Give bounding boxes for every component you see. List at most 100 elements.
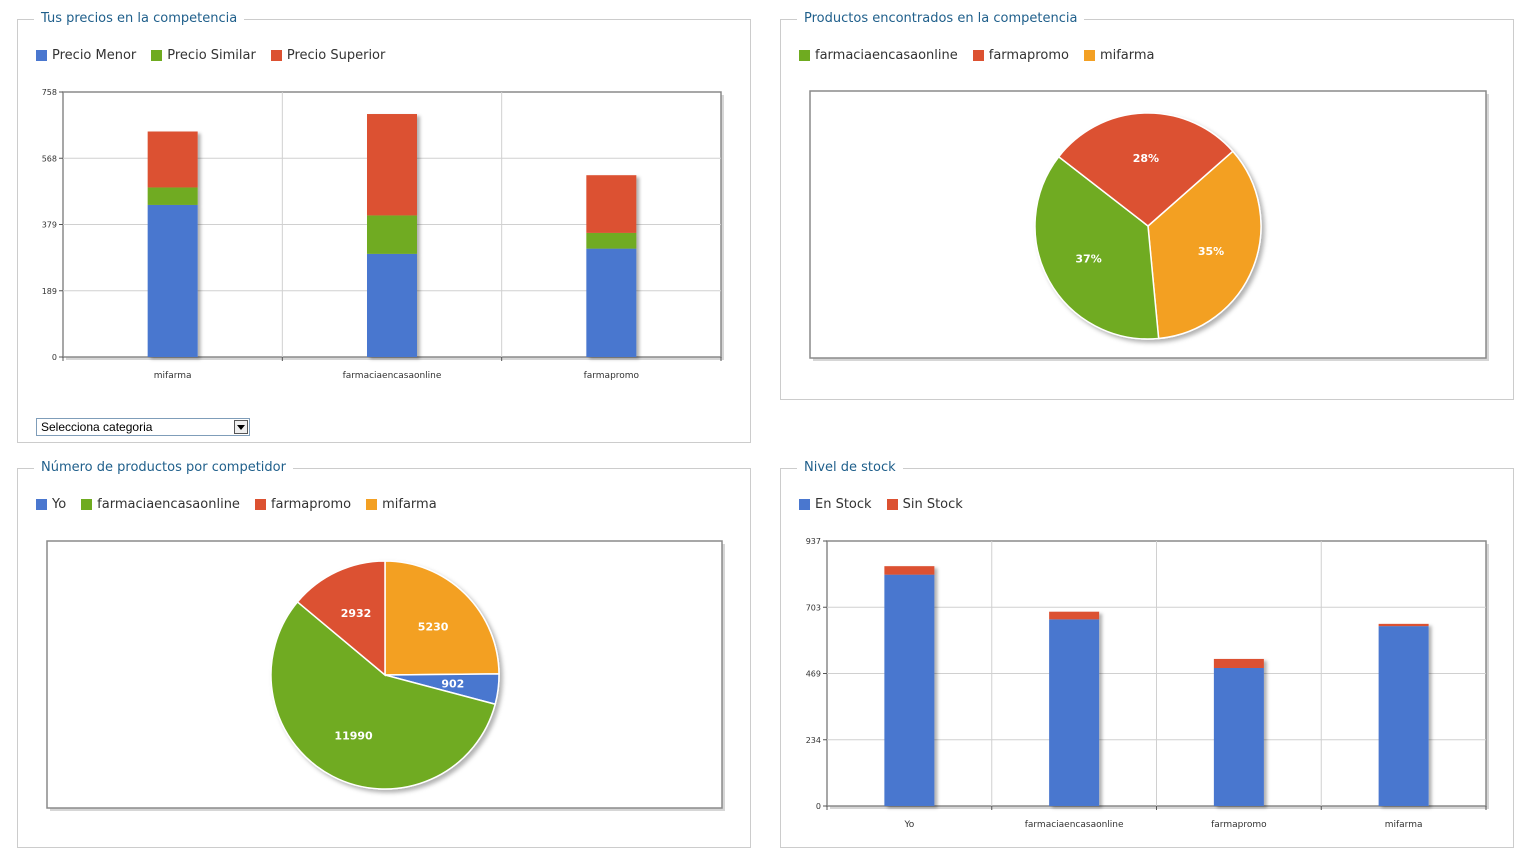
legend-swatch — [799, 499, 810, 510]
pie-slice-mifarma — [384, 560, 500, 676]
legend-item-yo: Yo — [36, 497, 66, 512]
legend-swatch — [81, 499, 93, 510]
legend-swatch — [366, 499, 378, 510]
y-tick-label: 758 — [42, 88, 57, 97]
chevron-down-icon[interactable] — [234, 420, 248, 434]
y-tick-label: 568 — [42, 154, 57, 163]
legend-item-precio-similar: Precio Similar — [151, 48, 256, 63]
legend-label: Precio Menor — [52, 48, 137, 63]
bar-precio-similar-mifarma — [147, 187, 198, 205]
category-select-value: Selecciona categoria — [41, 420, 153, 434]
bar-en-stock-farmaciaencasaonline — [1049, 619, 1100, 806]
x-tick-label: mifarma — [154, 371, 192, 381]
legend-label: mifarma — [382, 497, 437, 512]
legend-swatch — [254, 499, 266, 510]
pie-slice-label: 902 — [441, 678, 464, 691]
legend-item-farmaciaencasaonline: farmaciaencasaonline — [81, 497, 240, 512]
pie-slice-label: 5230 — [418, 620, 449, 633]
x-tick-label: farmapromo — [584, 371, 640, 381]
x-tick-label: farmaciaencasaonline — [343, 371, 442, 381]
y-tick-label: 379 — [42, 221, 57, 230]
legend-swatch — [151, 50, 163, 61]
legend-swatch — [799, 50, 810, 61]
bar-sin-stock-farmaciaencasaonline — [1049, 611, 1100, 620]
y-tick-label: 0 — [52, 353, 57, 362]
bar-precio-similar-farmaciaencasaonline — [367, 215, 417, 254]
legend-item-mifarma: mifarma — [1083, 48, 1155, 63]
pie-slice-label: 28% — [1133, 152, 1159, 165]
x-tick-label: Yo — [903, 820, 914, 830]
legend-swatch — [972, 50, 984, 61]
bar-sin-stock-mifarma — [1378, 623, 1429, 627]
x-tick-label: mifarma — [1385, 820, 1423, 830]
pie-slice-farmaciaencasaonline — [270, 600, 497, 790]
legend-label: Sin Stock — [902, 497, 963, 512]
bar-en-stock-farmapromo — [1213, 667, 1264, 806]
legend-item-en-stock: En Stock — [799, 497, 872, 512]
chart-stock: 0 234 469 703 937 Yo farmaciaencasaonline farma… — [806, 537, 1489, 830]
bar-precio-menor-mifarma — [147, 204, 198, 357]
pie — [270, 560, 500, 790]
y-tick-label: 469 — [806, 670, 821, 679]
legend-swatch — [36, 50, 47, 61]
panel-precios: Tus precios en la competencia Precio Men… — [17, 11, 751, 443]
pie — [1034, 112, 1262, 340]
legend-label: Yo — [52, 497, 67, 512]
legend-swatch — [270, 50, 282, 61]
chart-encontrados: 35% 37% 28% — [809, 90, 1489, 361]
y-tick-label: 234 — [806, 736, 821, 745]
bar-precio-superior-farmapromo — [586, 175, 637, 233]
legend-label: farmapromo — [988, 48, 1069, 63]
pie-slice-mifarma — [1147, 150, 1262, 340]
bar-stack-farmaciaencasaonline — [1049, 611, 1100, 806]
legend-label: En Stock — [815, 497, 872, 512]
bar-stack-yo — [884, 566, 935, 806]
legend-label: farmaciaencasaonline — [97, 497, 240, 512]
legend-item-farmapromo: farmapromo — [972, 48, 1069, 63]
bar-stack-mifarma — [147, 131, 198, 357]
category-select[interactable]: Selecciona categoria — [36, 418, 250, 436]
bar-stack-mifarma — [1378, 623, 1429, 806]
y-tick-label: 937 — [806, 537, 821, 546]
legend-label: Precio Similar — [167, 48, 256, 63]
legend-swatch — [1083, 50, 1095, 61]
x-tick-label: farmapromo — [1211, 820, 1267, 830]
bar-stack-farmapromo — [586, 175, 637, 357]
y-tick-label: 0 — [816, 802, 821, 811]
bar-precio-superior-mifarma — [147, 131, 198, 188]
legend: Yo farmaciaencasaonline farmapromo mifarma — [36, 497, 452, 512]
pie-slice-label: 37% — [1075, 253, 1101, 266]
panel-title: Tus precios en la competencia — [34, 11, 245, 26]
panel-numero: Número de productos por competidor Yo far… — [17, 460, 751, 848]
panel-title: Productos encontrados en la competencia — [797, 11, 1085, 26]
panel-encontrados: Productos encontrados en la competencia … — [780, 11, 1514, 400]
bar-precio-similar-farmapromo — [586, 232, 637, 249]
pie-slice-farmapromo — [296, 560, 386, 677]
chart-precios: 0 189 379 568 758 mifarma farmaciaencasaonline… — [42, 88, 724, 381]
legend-swatch — [886, 499, 898, 510]
bar-sin-stock-farmapromo — [1213, 658, 1264, 668]
legend-item-sin-stock: Sin Stock — [886, 497, 963, 512]
legend: En Stock Sin Stock — [799, 497, 978, 512]
bar-sin-stock-yo — [884, 566, 935, 575]
pie-slice-label: 11990 — [334, 730, 373, 743]
panel-title: Número de productos por competidor — [34, 460, 293, 475]
legend-label: farmapromo — [270, 497, 352, 512]
bar-stack-farmaciaencasaonline — [367, 114, 417, 357]
legend-label: Precio Superior — [286, 48, 386, 63]
bar-en-stock-mifarma — [1378, 626, 1429, 806]
legend-swatch — [36, 499, 47, 510]
panel-stock: Nivel de stock En Stock Sin Stock 0 234 469… — [780, 460, 1514, 848]
bar-precio-menor-farmaciaencasaonline — [367, 253, 417, 357]
bar-precio-menor-farmapromo — [586, 248, 637, 357]
legend: Precio Menor Precio Similar Precio Superio… — [36, 48, 400, 63]
bar-stack-farmapromo — [1213, 658, 1264, 806]
legend-item-farmapromo: farmapromo — [254, 497, 352, 512]
bar-precio-superior-farmaciaencasaonline — [367, 114, 417, 216]
panel-title: Nivel de stock — [797, 460, 903, 475]
legend-item-farmaciaencasaonline: farmaciaencasaonline — [799, 48, 958, 63]
legend: farmaciaencasaonline farmapromo mifarma — [799, 48, 1170, 63]
pie-slice-label: 2932 — [341, 607, 372, 620]
legend-item-precio-menor: Precio Menor — [36, 48, 136, 63]
chart-numero: 5230 902 11990 2932 — [46, 540, 725, 811]
